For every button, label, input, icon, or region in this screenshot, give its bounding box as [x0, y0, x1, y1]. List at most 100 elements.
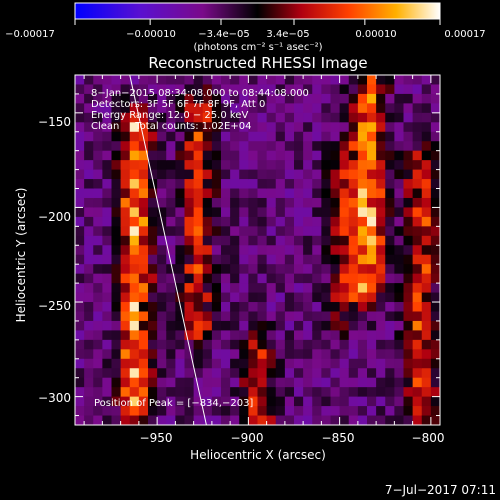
- heatmap-cell: [339, 273, 350, 284]
- heatmap-cell: [357, 320, 368, 332]
- heatmap-cell: [111, 339, 122, 350]
- heatmap-cell: [403, 150, 414, 161]
- heatmap-cell: [348, 160, 359, 171]
- heatmap-cell: [385, 122, 395, 133]
- heatmap-cell: [166, 349, 176, 360]
- heatmap-cell: [357, 226, 368, 237]
- heatmap-cell: [294, 160, 304, 171]
- heatmap-cell: [148, 415, 158, 425]
- heatmap-cell: [430, 179, 440, 190]
- heatmap-cell: [412, 179, 423, 190]
- heatmap-cell: [239, 406, 249, 417]
- heatmap-cell: [202, 131, 213, 142]
- heatmap-cell: [394, 377, 405, 388]
- heatmap-cell: [257, 377, 268, 388]
- heatmap-cell: [330, 93, 341, 104]
- heatmap-cell: [248, 84, 259, 95]
- heatmap-cell: [312, 311, 322, 322]
- heatmap-cell: [202, 406, 213, 417]
- heatmap-cell: [294, 302, 304, 313]
- heatmap-cell: [412, 245, 423, 256]
- heatmap-cell: [403, 339, 414, 350]
- heatmap-cell: [248, 179, 259, 190]
- heatmap-cell: [357, 339, 368, 350]
- heatmap-cell: [102, 377, 113, 388]
- heatmap-cell: [266, 179, 277, 190]
- heatmap-cell: [129, 235, 140, 246]
- heatmap-cell: [339, 235, 350, 246]
- colorbar-label-3: 3.4e−05: [266, 29, 309, 40]
- heatmap-cell: [148, 122, 158, 133]
- heatmap-cell: [157, 112, 167, 123]
- heatmap-cell: [239, 93, 249, 104]
- y-tick-label-1: −200: [38, 210, 71, 224]
- heatmap-cell: [211, 302, 222, 313]
- heatmap-cell: [75, 84, 85, 95]
- heatmap-cell: [75, 406, 85, 417]
- heatmap-cell: [248, 226, 259, 237]
- heatmap-cell: [102, 93, 113, 104]
- heatmap-cell: [111, 245, 122, 256]
- heatmap-cell: [330, 377, 341, 388]
- heatmap-cell: [339, 349, 350, 360]
- heatmap-cell: [348, 396, 359, 407]
- heatmap-cell: [138, 245, 149, 256]
- heatmap-cell: [102, 254, 113, 265]
- heatmap-cell: [157, 160, 167, 171]
- heatmap-cell: [193, 226, 204, 237]
- heatmap-cell: [230, 131, 240, 142]
- heatmap-cell: [93, 197, 103, 209]
- heatmap-cell: [221, 160, 231, 171]
- heatmap-cell: [257, 264, 268, 275]
- heatmap-cell: [166, 131, 176, 142]
- heatmap-cell: [348, 188, 359, 199]
- heatmap-cell: [129, 179, 140, 190]
- heatmap-cell: [266, 349, 277, 360]
- heatmap-cell: [120, 396, 131, 407]
- heatmap-cell: [102, 330, 113, 341]
- heatmap-cell: [193, 368, 204, 379]
- heatmap-cell: [138, 283, 149, 294]
- heatmap-cell: [157, 311, 167, 322]
- heatmap-cell: [412, 122, 423, 133]
- heatmap-cell: [75, 112, 85, 123]
- heatmap-cell: [294, 283, 304, 294]
- heatmap-cell: [157, 292, 167, 303]
- heatmap-cell: [120, 235, 131, 246]
- heatmap-cell: [376, 131, 386, 142]
- heatmap-cell: [312, 320, 322, 332]
- heatmap-cell: [102, 339, 113, 350]
- heatmap-cell: [239, 302, 249, 313]
- heatmap-cell: [230, 207, 240, 218]
- heatmap-cell: [376, 415, 386, 425]
- heatmap-cell: [221, 283, 231, 294]
- heatmap-cell: [312, 349, 322, 360]
- heatmap-cell: [230, 103, 240, 114]
- heatmap-cell: [376, 311, 386, 322]
- heatmap-cell: [166, 207, 176, 218]
- heatmap-cell: [394, 112, 405, 123]
- heatmap-cell: [193, 311, 204, 322]
- heatmap-cell: [166, 406, 176, 417]
- heatmap-cell: [376, 75, 386, 86]
- heatmap-cell: [175, 330, 186, 341]
- heatmap-cell: [266, 150, 277, 161]
- heatmap-cell: [148, 254, 158, 265]
- heatmap-cell: [330, 273, 341, 284]
- heatmap-cell: [148, 330, 158, 341]
- heatmap-cell: [357, 160, 368, 171]
- heatmap-cell: [394, 235, 405, 246]
- heatmap-cell: [312, 387, 322, 398]
- heatmap-cell: [330, 245, 341, 256]
- heatmap-cell: [211, 358, 222, 369]
- heatmap-cell: [120, 302, 131, 313]
- heatmap-cell: [312, 131, 322, 142]
- heatmap-cell: [403, 320, 414, 332]
- heatmap-cell: [102, 264, 113, 275]
- heatmap-cell: [84, 302, 94, 313]
- heatmap-cell: [284, 122, 295, 133]
- heatmap-cell: [239, 84, 249, 95]
- heatmap-cell: [321, 112, 332, 123]
- heatmap-cell: [120, 207, 131, 218]
- heatmap-cell: [175, 226, 186, 237]
